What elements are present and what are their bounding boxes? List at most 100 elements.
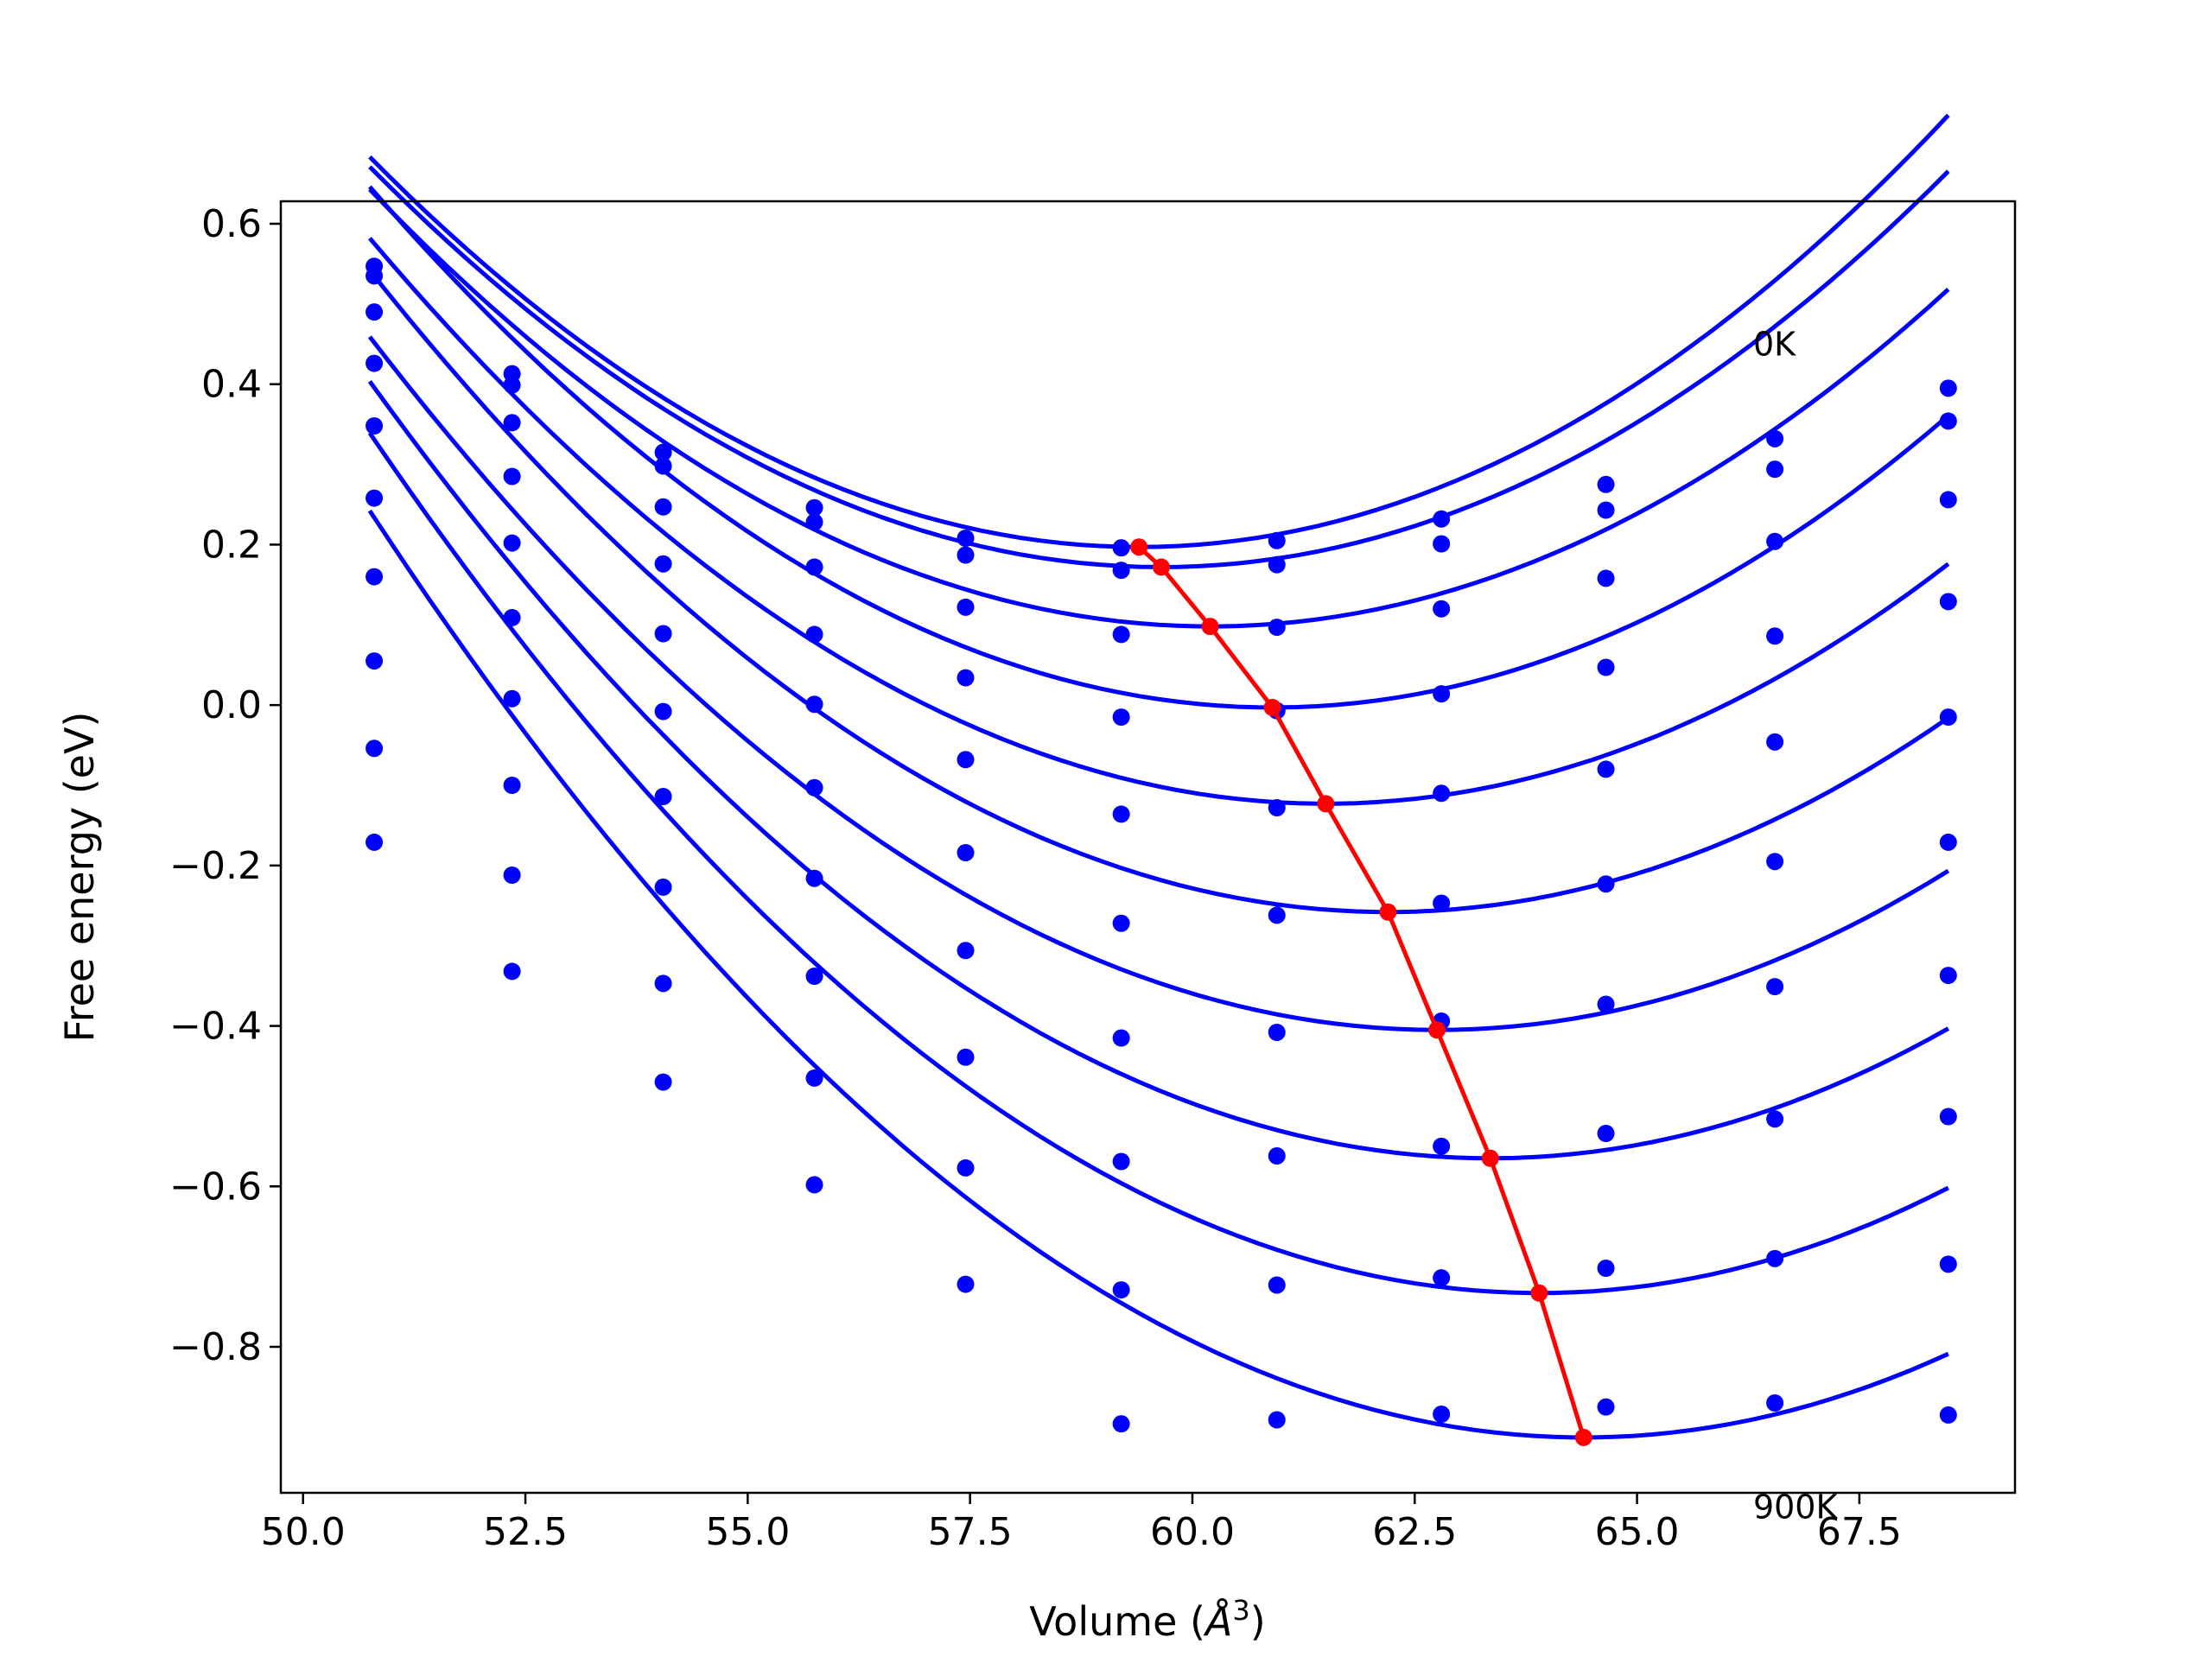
data-point — [1766, 532, 1784, 550]
minimum-point — [1379, 903, 1397, 921]
data-point — [1939, 708, 1957, 727]
data-point — [503, 376, 521, 394]
data-point — [1939, 1406, 1957, 1424]
data-point — [805, 778, 823, 797]
x-tick-label: 62.5 — [1372, 1510, 1457, 1554]
data-point — [1268, 906, 1286, 924]
data-point — [957, 546, 975, 564]
data-point — [654, 702, 672, 720]
data-point — [1268, 619, 1286, 637]
data-point — [1939, 833, 1957, 851]
data-point — [654, 443, 672, 461]
minimum-point — [1152, 558, 1170, 576]
fit-curves — [367, 113, 1950, 1440]
data-point — [1112, 914, 1130, 932]
data-point — [1939, 412, 1957, 430]
data-point — [1268, 555, 1286, 574]
data-point — [1433, 1269, 1451, 1287]
data-point — [957, 1048, 975, 1066]
data-point — [957, 751, 975, 769]
data-point — [805, 513, 823, 531]
data-point — [1766, 1110, 1784, 1128]
data-point — [957, 1275, 975, 1293]
data-point — [1597, 1260, 1615, 1277]
data-point — [1939, 1108, 1957, 1126]
data-point — [1268, 1276, 1286, 1294]
data-point — [1766, 978, 1784, 996]
fit-curve-10 — [367, 509, 1949, 1440]
data-point — [957, 669, 975, 687]
data-point — [654, 457, 672, 475]
data-points — [365, 257, 1957, 1433]
data-point — [503, 962, 521, 981]
y-axis-ticks: 0.6 0.4 0.2 0.0 −0.2 −0.4 −0.6 −0.8 — [169, 202, 281, 1369]
data-point — [1597, 475, 1615, 493]
data-point — [1433, 600, 1451, 618]
annotation-label: 0K — [1753, 325, 1796, 363]
data-point — [805, 558, 823, 576]
data-point — [957, 530, 975, 547]
data-point — [654, 878, 672, 896]
data-point — [1112, 1152, 1130, 1171]
data-point — [1268, 1147, 1286, 1165]
x-axis-label: Volume (Å3) — [1029, 1594, 1265, 1645]
data-point — [654, 555, 672, 573]
minimum-point — [1481, 1149, 1499, 1167]
data-point — [503, 777, 521, 794]
fit-curve-4 — [368, 185, 1950, 710]
data-point — [654, 625, 672, 643]
y-tick-label: −0.2 — [169, 844, 262, 888]
data-point — [503, 689, 521, 708]
data-point — [365, 354, 384, 372]
data-point — [957, 844, 975, 861]
data-point — [1112, 539, 1130, 557]
data-point — [1433, 685, 1451, 703]
data-point — [1112, 805, 1130, 823]
annotation-label: 900K — [1753, 1488, 1839, 1527]
y-tick-label: 0.4 — [201, 363, 262, 407]
data-point — [805, 625, 823, 644]
fit-curve-7 — [367, 335, 1950, 1032]
x-tick-label: 50.0 — [261, 1510, 346, 1554]
data-point — [1433, 1406, 1451, 1423]
annotations: 0K 900K — [1753, 325, 1839, 1526]
minimum-point — [1530, 1284, 1548, 1302]
data-point — [503, 414, 521, 432]
minima-path — [1130, 538, 1592, 1446]
y-tick-label: −0.4 — [169, 1005, 262, 1049]
y-tick-label: 0.2 — [201, 523, 262, 567]
data-point — [1597, 1398, 1615, 1416]
data-point — [1268, 799, 1286, 816]
minimum-point — [1317, 795, 1335, 813]
data-point — [1766, 853, 1784, 871]
data-point — [1433, 535, 1451, 553]
y-tick-label: −0.8 — [169, 1325, 262, 1369]
fit-curve-3 — [368, 187, 1950, 629]
data-point — [805, 498, 823, 517]
data-point — [1766, 1394, 1784, 1412]
data-point — [365, 303, 384, 321]
data-point — [654, 1073, 672, 1091]
x-axis-ticks: 50.0 52.5 55.0 57.5 60.0 62.5 65.0 67.5 — [261, 1493, 1902, 1554]
data-point — [365, 489, 384, 507]
data-point — [1766, 733, 1784, 751]
data-point — [503, 467, 521, 486]
data-point — [1939, 967, 1957, 985]
data-point — [1597, 569, 1615, 587]
data-point — [805, 695, 823, 714]
data-point — [1433, 510, 1451, 528]
fit-curve-5 — [368, 237, 1950, 806]
data-point — [1268, 1411, 1286, 1429]
data-point — [1112, 708, 1130, 727]
data-point — [1939, 593, 1957, 611]
data-point — [1597, 995, 1615, 1013]
data-point — [365, 833, 384, 851]
x-tick-label: 52.5 — [483, 1510, 568, 1554]
data-point — [805, 1069, 823, 1087]
data-point — [1597, 760, 1615, 778]
data-point — [365, 652, 384, 670]
x-tick-label: 67.5 — [1817, 1510, 1902, 1554]
y-axis-label: Free energy (eV) — [56, 712, 103, 1043]
data-point — [1939, 379, 1957, 397]
data-point — [1766, 429, 1784, 447]
